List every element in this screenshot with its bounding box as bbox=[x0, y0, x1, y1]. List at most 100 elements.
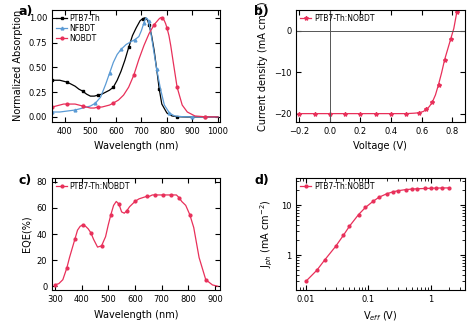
NOBDT bbox=[162, 19, 167, 22]
PTB7-Th bbox=[137, 19, 143, 22]
NOBDT bbox=[202, 115, 208, 119]
NOBDT bbox=[163, 22, 168, 26]
Line: NFBDT: NFBDT bbox=[51, 16, 219, 118]
PTB7-Th:NOBDT bbox=[303, 279, 309, 283]
PTB7-Th bbox=[80, 89, 86, 93]
NFBDT bbox=[128, 39, 134, 43]
PTB7-Th:NOBDT bbox=[149, 193, 155, 197]
NOBDT bbox=[110, 101, 116, 105]
PTB7-Th:NOBDT bbox=[319, 112, 325, 116]
NOBDT bbox=[72, 102, 78, 106]
PTB7-Th:NOBDT bbox=[52, 283, 58, 287]
NFBDT bbox=[154, 67, 160, 71]
NFBDT bbox=[118, 48, 124, 52]
Line: PTB7-Th:NOBDT: PTB7-Th:NOBDT bbox=[54, 194, 219, 288]
PTB7-Th:NOBDT bbox=[436, 82, 441, 86]
PTB7-Th bbox=[64, 80, 70, 84]
Line: PTB7-Th: PTB7-Th bbox=[51, 16, 219, 118]
NOBDT bbox=[166, 34, 172, 37]
PTB7-Th bbox=[144, 17, 149, 21]
NOBDT bbox=[121, 93, 127, 97]
PTB7-Th bbox=[126, 46, 131, 50]
NOBDT bbox=[103, 104, 109, 108]
Legend: PTB7-Th:NOBDT: PTB7-Th:NOBDT bbox=[299, 180, 376, 192]
PTB7-Th:NOBDT bbox=[210, 283, 215, 287]
X-axis label: Voltage (V): Voltage (V) bbox=[354, 141, 407, 151]
PTB7-Th:NOBDT bbox=[422, 186, 428, 190]
NOBDT bbox=[159, 16, 164, 20]
NFBDT bbox=[215, 115, 221, 119]
PTB7-Th bbox=[215, 115, 221, 119]
PTB7-Th:NOBDT bbox=[376, 195, 382, 199]
PTB7-Th bbox=[142, 16, 148, 20]
PTB7-Th:NOBDT bbox=[314, 268, 319, 272]
NFBDT bbox=[107, 71, 112, 75]
NFBDT bbox=[114, 52, 120, 56]
PTB7-Th:NOBDT bbox=[433, 93, 438, 97]
PTB7-Th:NOBDT bbox=[85, 227, 91, 231]
NOBDT bbox=[61, 102, 66, 106]
PTB7-Th:NOBDT bbox=[409, 187, 415, 191]
PTB7-Th bbox=[151, 49, 157, 52]
PTB7-Th:NOBDT bbox=[447, 186, 452, 190]
PTB7-Th:NOBDT bbox=[439, 186, 445, 190]
PTB7-Th:NOBDT bbox=[340, 233, 346, 237]
NFBDT bbox=[146, 19, 151, 22]
NOBDT bbox=[80, 104, 86, 108]
NOBDT bbox=[57, 103, 63, 107]
PTB7-Th:NOBDT bbox=[327, 112, 333, 116]
PTB7-Th bbox=[118, 69, 124, 73]
PTB7-Th bbox=[174, 115, 180, 119]
NOBDT bbox=[88, 106, 93, 110]
PTB7-Th:NOBDT bbox=[442, 58, 447, 62]
NFBDT bbox=[179, 115, 185, 119]
NFBDT bbox=[158, 87, 164, 91]
NFBDT bbox=[98, 95, 103, 99]
NFBDT bbox=[80, 106, 86, 110]
NOBDT bbox=[116, 98, 121, 102]
NOBDT bbox=[126, 85, 131, 89]
NOBDT bbox=[131, 73, 137, 77]
X-axis label: Wavelength (nm): Wavelength (nm) bbox=[94, 310, 179, 319]
NOBDT bbox=[158, 16, 164, 20]
PTB7-Th:NOBDT bbox=[403, 112, 409, 116]
PTB7-Th:NOBDT bbox=[403, 188, 409, 192]
PTB7-Th:NOBDT bbox=[365, 112, 371, 116]
PTB7-Th bbox=[146, 23, 152, 27]
PTB7-Th:NOBDT bbox=[384, 192, 390, 196]
Y-axis label: Current density (mA cm⁻²): Current density (mA cm⁻²) bbox=[258, 1, 268, 131]
PTB7-Th:NOBDT bbox=[416, 111, 421, 115]
NFBDT bbox=[88, 104, 93, 108]
PTB7-Th:NOBDT bbox=[454, 10, 460, 14]
PTB7-Th bbox=[179, 115, 185, 119]
NFBDT bbox=[103, 82, 109, 86]
PTB7-Th:NOBDT bbox=[155, 193, 161, 197]
PTB7-Th bbox=[57, 78, 63, 82]
PTB7-Th bbox=[49, 78, 55, 82]
PTB7-Th bbox=[145, 19, 151, 22]
PTB7-Th:NOBDT bbox=[356, 213, 361, 216]
PTB7-Th:NOBDT bbox=[322, 258, 328, 262]
NOBDT bbox=[179, 103, 185, 107]
PTB7-Th:NOBDT bbox=[342, 112, 348, 116]
PTB7-Th:NOBDT bbox=[346, 224, 352, 228]
PTB7-Th:NOBDT bbox=[373, 112, 379, 116]
PTB7-Th:NOBDT bbox=[445, 47, 450, 51]
NFBDT bbox=[162, 103, 167, 107]
Y-axis label: J$_{ph}$ (mA cm$^{-2}$): J$_{ph}$ (mA cm$^{-2}$) bbox=[259, 200, 275, 269]
PTB7-Th:NOBDT bbox=[429, 100, 435, 104]
Legend: PTB7-Th, NFBDT, NOBDT: PTB7-Th, NFBDT, NOBDT bbox=[55, 12, 102, 44]
PTB7-Th bbox=[156, 87, 162, 91]
PTB7-Th:NOBDT bbox=[163, 193, 169, 197]
PTB7-Th bbox=[61, 79, 66, 83]
PTB7-Th bbox=[184, 115, 190, 119]
NFBDT bbox=[49, 110, 55, 114]
Y-axis label: Normalized Absorption: Normalized Absorption bbox=[13, 10, 23, 122]
PTB7-Th:NOBDT bbox=[433, 186, 438, 190]
PTB7-Th bbox=[76, 87, 82, 91]
PTB7-Th:NOBDT bbox=[357, 112, 363, 116]
PTB7-Th bbox=[149, 34, 155, 37]
NOBDT bbox=[99, 105, 105, 109]
NFBDT bbox=[110, 60, 116, 64]
PTB7-Th:NOBDT bbox=[390, 190, 396, 194]
